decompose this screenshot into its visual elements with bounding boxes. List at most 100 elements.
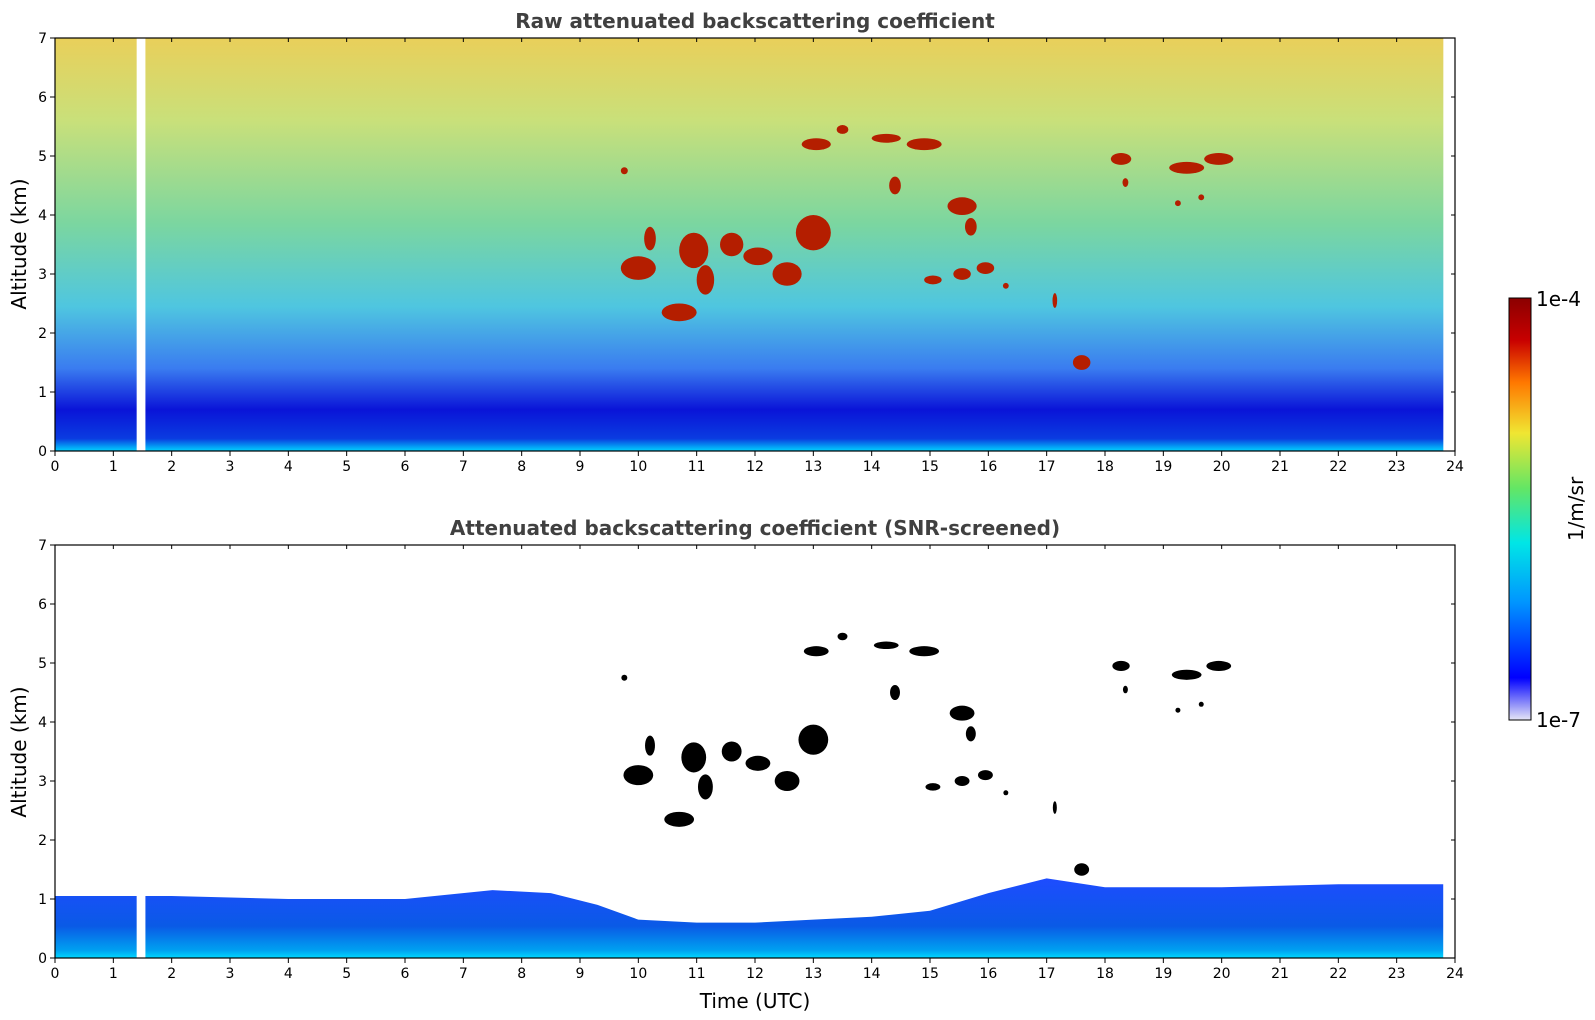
screened-y-axis-label: Altitude (km) (7, 686, 31, 817)
cloud-patch (965, 217, 977, 236)
x-tick-label: 22 (1329, 966, 1347, 982)
x-tick-label: 8 (517, 459, 526, 475)
x-tick-label: 4 (284, 459, 293, 475)
x-tick-label: 22 (1329, 459, 1347, 475)
x-tick-label: 1 (109, 459, 118, 475)
cloud-patch (1204, 153, 1234, 165)
cloud-patch (772, 262, 802, 286)
screened-cloud-patch (1052, 801, 1057, 814)
y-tick-label: 1 (38, 892, 47, 908)
screened-cloud-patch (873, 641, 899, 650)
x-tick-label: 23 (1388, 966, 1406, 982)
x-tick-label: 9 (576, 966, 585, 982)
screened-cloud-patch (798, 724, 829, 755)
raw-data-gap (136, 38, 146, 451)
x-tick-label: 21 (1271, 966, 1289, 982)
raw-backscatter-field (55, 38, 1455, 451)
y-tick-label: 2 (38, 326, 47, 342)
x-tick-label: 21 (1271, 459, 1289, 475)
x-tick-label: 19 (1154, 966, 1172, 982)
x-tick-label: 7 (459, 966, 468, 982)
x-tick-label: 12 (746, 966, 764, 982)
x-tick-label: 12 (746, 459, 764, 475)
x-tick-label: 2 (167, 966, 176, 982)
screened-cloud-patch (803, 646, 829, 657)
cloud-patch (661, 303, 697, 322)
x-tick-label: 5 (342, 459, 351, 475)
cloud-patch (696, 265, 715, 295)
y-tick-label: 6 (38, 597, 47, 613)
x-tick-label: 20 (1213, 459, 1231, 475)
screened-cloud-patch (623, 765, 654, 786)
x-tick-label: 11 (688, 459, 706, 475)
x-tick-label: 10 (629, 459, 647, 475)
cloud-patch (976, 262, 995, 274)
x-tick-label: 24 (1446, 966, 1464, 982)
cloud-patch (836, 125, 849, 134)
cloud-patch (620, 167, 628, 175)
x-tick-label: 23 (1388, 459, 1406, 475)
screened-cloud-patch (745, 755, 771, 771)
screened-data-end (1443, 545, 1455, 958)
screened-cloud-patch (925, 783, 941, 791)
y-tick-label: 3 (38, 267, 47, 283)
cloud-patch (1198, 194, 1205, 201)
x-tick-label: 6 (401, 966, 410, 982)
raw-panel: Raw attenuated backscattering coefficien… (7, 9, 1464, 475)
cloud-patch (906, 138, 942, 151)
x-tick-label: 14 (863, 459, 881, 475)
screened-cloud-patch (721, 741, 742, 762)
x-tick-label: 18 (1096, 966, 1114, 982)
screened-cloud-patch (1175, 707, 1181, 713)
x-tick-label: 15 (921, 966, 939, 982)
x-tick-label: 3 (226, 459, 235, 475)
screened-cloud-patch (621, 674, 628, 681)
screened-cloud-patch (1171, 669, 1202, 680)
x-tick-label: 0 (51, 459, 60, 475)
cloud-patch (1110, 153, 1132, 165)
screened-cloud-patch (1074, 863, 1090, 876)
screened-cloud-patch (954, 775, 970, 787)
cloud-patch (801, 138, 831, 151)
x-tick-label: 17 (1038, 966, 1056, 982)
screened-cloud-patch (1112, 660, 1130, 671)
y-tick-label: 2 (38, 833, 47, 849)
x-tick-label: 18 (1096, 459, 1114, 475)
raw-y-axis-label: Altitude (km) (7, 178, 31, 309)
cloud-patch (620, 256, 656, 280)
screened-panel-title: Attenuated backscattering coefficient (S… (450, 516, 1060, 540)
screened-cloud-patch (681, 742, 707, 773)
x-tick-label: 20 (1213, 966, 1231, 982)
cloud-patch (1002, 282, 1009, 289)
x-tick-label: 15 (921, 459, 939, 475)
screened-cloud-patch (1122, 685, 1128, 694)
x-tick-label: 16 (979, 966, 997, 982)
raw-panel-title: Raw attenuated backscattering coefficien… (515, 9, 995, 33)
y-tick-label: 5 (38, 656, 47, 672)
colorbar-min-label: 1e-7 (1536, 708, 1581, 732)
x-tick-label: 7 (459, 459, 468, 475)
x-tick-label: 11 (688, 966, 706, 982)
raw-cloud-layer (620, 125, 1234, 370)
screened-panel: Attenuated backscattering coefficient (S… (7, 516, 1464, 1013)
screened-cloud-patch (837, 632, 848, 641)
raw-x-axis: 0 1 2 3 4 5 6 7 8 9 10 11 12 13 14 15 16 17 18 19 20 21 22 23 24 (51, 38, 1464, 475)
screened-cloud-patch (890, 684, 900, 701)
screened-cloud-patch (697, 774, 713, 800)
x-tick-label: 3 (226, 966, 235, 982)
x-tick-label: 13 (804, 966, 822, 982)
y-tick-label: 3 (38, 774, 47, 790)
x-tick-label: 2 (167, 459, 176, 475)
x-tick-label: 16 (979, 459, 997, 475)
cloud-patch (1052, 293, 1058, 308)
screened-cloud-patch (909, 646, 940, 657)
screened-cloud-patch (965, 726, 976, 742)
colorbar-unit-label: 1/m/sr (1564, 476, 1588, 541)
x-tick-label: 5 (342, 966, 351, 982)
screened-cloud-patch (949, 705, 975, 721)
cloud-patch (871, 133, 901, 143)
screened-cloud-patch (1206, 660, 1232, 671)
cloud-patch (924, 275, 942, 285)
x-tick-label: 19 (1154, 459, 1172, 475)
x-tick-label: 13 (804, 459, 822, 475)
